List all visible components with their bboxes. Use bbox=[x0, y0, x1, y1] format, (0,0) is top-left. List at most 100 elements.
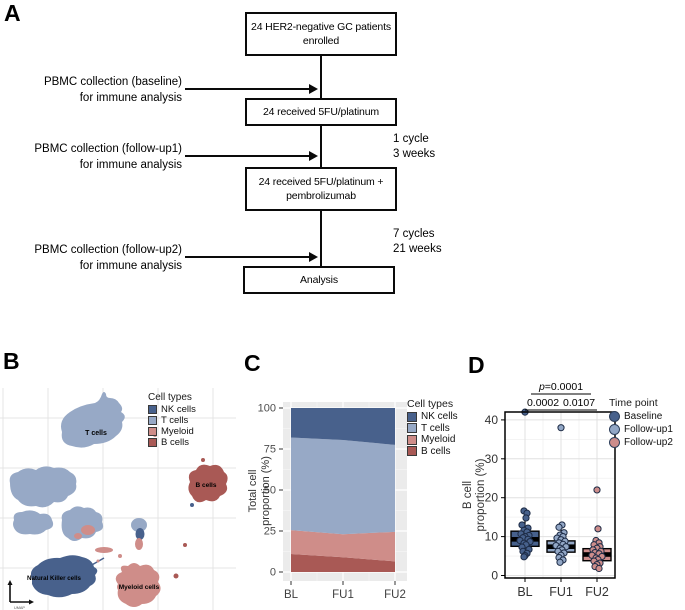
area-legend-item: NK cells bbox=[407, 411, 458, 423]
red-dot3 bbox=[201, 458, 205, 462]
umap-axis-right-arrow-icon bbox=[29, 599, 34, 605]
y-tick-label: 0 bbox=[270, 567, 276, 579]
data-point bbox=[522, 514, 530, 522]
cycle-annotation-2: 7 cycles 21 weeks bbox=[393, 227, 442, 256]
significance-label: 0.0107 bbox=[563, 397, 595, 409]
umap-legend-swatch-icon bbox=[148, 438, 157, 447]
axes: 0 25 50 75 100 BL FU1 FU2 Total cell proportion (… bbox=[247, 403, 406, 602]
x-tick-label: FU1 bbox=[549, 585, 573, 599]
data-point bbox=[595, 564, 603, 573]
box-legend-label: Baseline bbox=[624, 411, 663, 422]
box-legend-item: Follow-up1 bbox=[609, 423, 673, 436]
small-mixed-dark bbox=[135, 528, 145, 540]
stacked-area-chart: 0 25 50 75 100 BL FU1 FU2 Total cell proportion (… bbox=[247, 402, 407, 602]
red-dot1 bbox=[118, 554, 122, 558]
umap-clusters bbox=[9, 392, 228, 607]
pbmc-followup1-line1: PBMC collection (follow-up1) bbox=[34, 143, 182, 155]
umap-legend-label: B cells bbox=[161, 437, 189, 448]
box-legend-label: Follow-up2 bbox=[624, 437, 673, 448]
mixed-myeloid-patch bbox=[81, 525, 95, 535]
area-legend-swatch-icon bbox=[407, 446, 417, 457]
data-point bbox=[556, 558, 564, 566]
box-enrolled-line2: enrolled bbox=[302, 35, 340, 47]
umap-legend-item: NK cells bbox=[148, 404, 196, 415]
area-chart-legend: Cell types NK cells T cells Myeloid B cells bbox=[407, 398, 458, 457]
arrow-followup1-line bbox=[185, 155, 311, 157]
cluster-tcells-top bbox=[61, 392, 125, 448]
umap-legend-swatch-icon bbox=[148, 427, 157, 436]
cluster-tcells-center-small bbox=[61, 506, 104, 541]
boxplot-legend: Time point Baseline Follow-up1 Follow-up2 bbox=[609, 396, 673, 449]
y-tick-label: 30 bbox=[485, 452, 499, 466]
box-group-fu2 bbox=[582, 486, 612, 573]
umap-gridlines bbox=[0, 388, 236, 610]
mixed-myeloid-patch2 bbox=[74, 533, 82, 539]
panel-label-a: A bbox=[4, 0, 21, 26]
arrow-followup2-line bbox=[185, 256, 311, 258]
pbmc-followup1-line2: for immune analysis bbox=[79, 158, 182, 171]
umap-legend-item: T cells bbox=[148, 415, 196, 426]
box-legend-label: Follow-up1 bbox=[624, 424, 673, 435]
area-legend-title: Cell types bbox=[407, 398, 454, 410]
x-tick-label: FU2 bbox=[585, 585, 609, 599]
area-legend-swatch-icon bbox=[407, 411, 417, 422]
area-legend-label: NK cells bbox=[421, 411, 458, 423]
red-streak bbox=[95, 547, 113, 553]
pbmc-followup2-label: PBMC collection (follow-up2) for immune … bbox=[17, 243, 182, 274]
panel-border bbox=[504, 411, 616, 579]
box-chemo-pembro-line1: 24 received 5FU/platinum + bbox=[258, 175, 384, 188]
cluster-tcells-left bbox=[9, 466, 77, 508]
blue-dot1 bbox=[190, 503, 194, 507]
y-axis-title: B cell bbox=[462, 481, 474, 509]
area-legend-swatch-icon bbox=[407, 423, 417, 434]
area-legend-swatch-icon bbox=[407, 434, 417, 445]
cluster-myeloid bbox=[115, 563, 161, 607]
y-axis-title: Total cell bbox=[247, 470, 259, 513]
cycle2-line2: 21 weeks bbox=[393, 242, 442, 255]
data-point bbox=[520, 553, 528, 561]
box-chemo-pembro-line2: pembrolizumab bbox=[286, 190, 356, 202]
panel-label-b: B bbox=[3, 348, 20, 374]
boxplot-chart: p=0.0001 0.0002 0.0107 0 10 20 30 40 BL FU1 FU2 B c… bbox=[462, 381, 616, 599]
box-enrolled-line1: 24 HER2-negative GC patients bbox=[251, 20, 391, 33]
significance-label: p=0.0001 bbox=[538, 381, 583, 393]
data-point bbox=[555, 523, 563, 531]
box-legend-title: Time point bbox=[609, 397, 658, 409]
arrow-followup2-head-icon bbox=[309, 252, 318, 262]
umap-legend-swatch-icon bbox=[148, 416, 157, 425]
umap-legend-item: Myeloid bbox=[148, 426, 196, 437]
box-analysis-line1: Analysis bbox=[300, 273, 338, 286]
umap-cluster-labels: T cells B cells Natural Killer cells Mye… bbox=[27, 430, 217, 591]
y-tick-label: 50 bbox=[264, 485, 276, 497]
red-dot5 bbox=[173, 573, 179, 579]
y-tick-label: 20 bbox=[485, 491, 499, 505]
label-myeloid-cells: Myeloid cells bbox=[119, 584, 160, 591]
panel-label-d: D bbox=[468, 352, 485, 378]
flowchart-box-chemo-pembro: 24 received 5FU/platinum + pembrolizumab bbox=[245, 167, 397, 211]
axes: 0 10 20 30 40 BL FU1 FU2 B cell proportion (%) bbox=[462, 413, 609, 599]
y-tick-label: 100 bbox=[258, 403, 276, 415]
umap-axis-label: UMAP bbox=[14, 606, 25, 610]
pbmc-followup1-label: PBMC collection (follow-up1) for immune … bbox=[17, 142, 182, 173]
flowchart-box-enrolled: 24 HER2-negative GC patients enrolled bbox=[245, 12, 397, 56]
area-legend-item: Myeloid bbox=[407, 434, 458, 446]
y-tick-label: 0 bbox=[491, 569, 498, 583]
area-legend-label: B cells bbox=[421, 445, 451, 457]
cycle1-line2: 3 weeks bbox=[393, 147, 436, 160]
box-group-bl bbox=[510, 408, 540, 561]
y-tick-label: 10 bbox=[485, 530, 499, 544]
nk-red-speck bbox=[96, 559, 100, 563]
umap-legend-label: T cells bbox=[161, 415, 189, 426]
data-point bbox=[557, 424, 565, 432]
x-tick-label: FU1 bbox=[332, 589, 354, 601]
cluster-tcells-left-small bbox=[13, 510, 54, 535]
pbmc-baseline-label: PBMC collection (baseline) for immune an… bbox=[17, 75, 182, 106]
box-legend-swatch-icon bbox=[609, 424, 620, 435]
umap-axes: UMAP bbox=[7, 580, 34, 610]
arrow-baseline-head-icon bbox=[309, 84, 318, 94]
flowchart-connector-line bbox=[319, 56, 322, 266]
cycle2-line1: 7 cycles bbox=[393, 228, 435, 240]
box-legend-item: Follow-up2 bbox=[609, 436, 673, 449]
box-legend-swatch-icon bbox=[609, 411, 620, 422]
